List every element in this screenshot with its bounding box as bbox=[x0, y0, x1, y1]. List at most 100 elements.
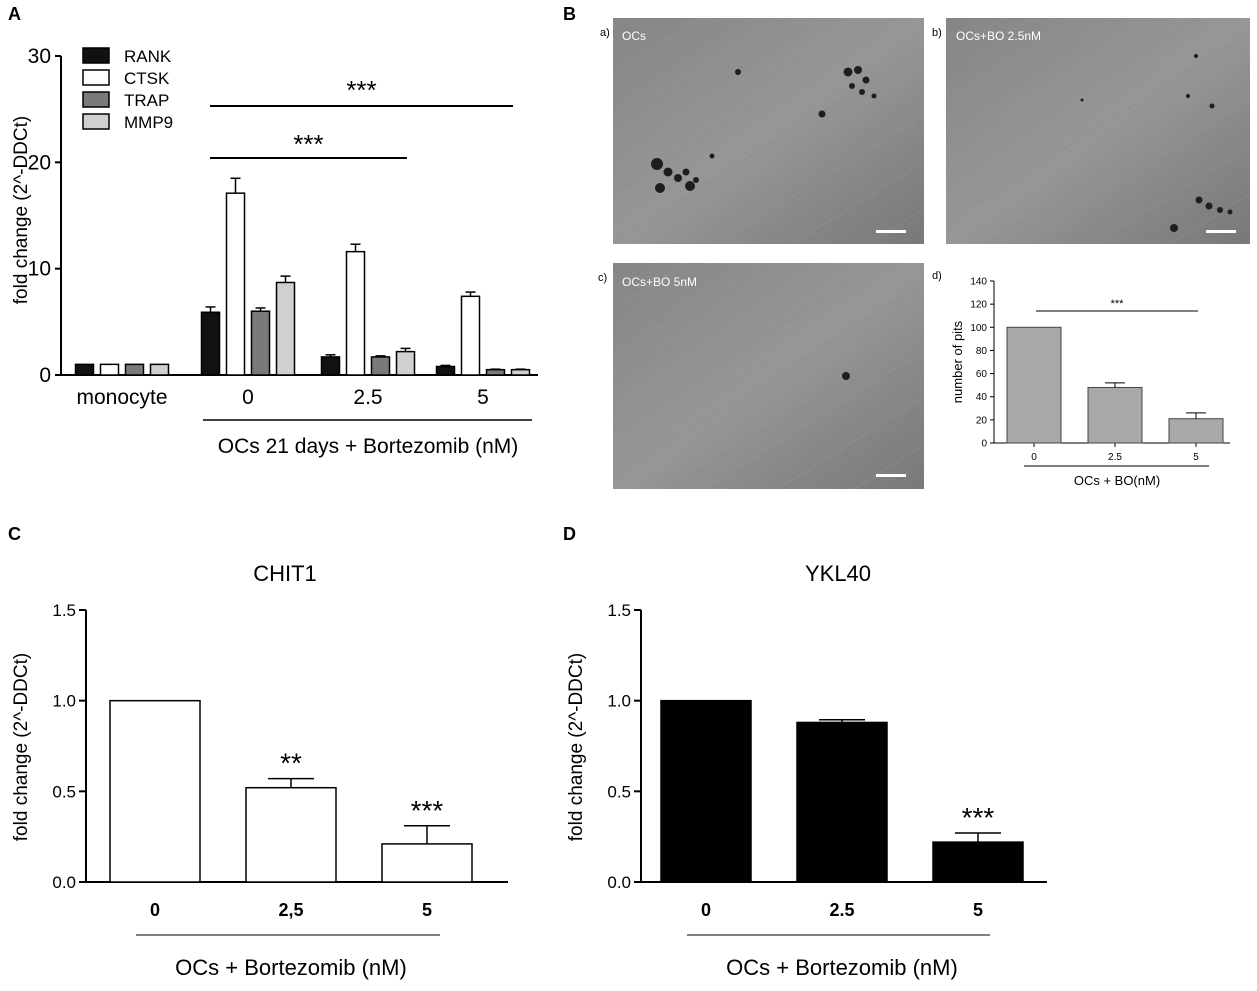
micrograph-b: b) OCs+BO 2.5nM bbox=[932, 18, 1250, 244]
scale-bar bbox=[1206, 230, 1236, 233]
y-tick-label: 0.5 bbox=[52, 782, 76, 801]
legend-label: CTSK bbox=[124, 69, 170, 88]
bar bbox=[109, 699, 201, 883]
chart-pits-bars bbox=[1006, 326, 1224, 444]
chart-a-xlabel: OCs 21 days + Bortezomib (nM) bbox=[218, 435, 519, 458]
chart-chit1: CHIT1 fold change (2^-DDCt) 0.0 0.5 1.0 1.5… bbox=[11, 561, 508, 980]
x-tick-label: 5 bbox=[973, 900, 983, 920]
bar-rank bbox=[200, 311, 221, 376]
resorption-pits bbox=[842, 372, 850, 380]
y-tick-label: 0.5 bbox=[607, 782, 631, 801]
legend-swatch bbox=[82, 47, 110, 64]
chart-a-bars bbox=[74, 177, 531, 376]
bar-ctsk bbox=[99, 363, 120, 376]
panel-label-a: A bbox=[8, 4, 21, 24]
micrograph-b-letter: b) bbox=[932, 27, 942, 39]
significance-label: *** bbox=[962, 802, 995, 833]
chart-pits-xlabel: OCs + BO(nM) bbox=[1074, 473, 1160, 488]
chart-a-ylabel: fold change (2^-DDCt) bbox=[11, 116, 32, 304]
chart-chit1-title: CHIT1 bbox=[253, 561, 317, 586]
chart-a-significance: *** *** bbox=[210, 75, 513, 159]
micrograph-c-letter: c) bbox=[598, 272, 607, 284]
chart-chit1-ylabel: fold change (2^-DDCt) bbox=[11, 653, 32, 841]
resorption-pits bbox=[1080, 54, 1233, 232]
panel-label-d: D bbox=[563, 524, 576, 544]
scale-bar bbox=[876, 230, 906, 233]
bar-rank bbox=[74, 363, 95, 376]
chart-a-axes: 0 10 20 30 monocyte 0 2.5 5 bbox=[28, 45, 538, 409]
chart-ykl40: YKL40 fold change (2^-DDCt) 0.0 0.5 1.0 1.5… bbox=[566, 561, 1047, 980]
y-tick-label: 1.5 bbox=[52, 601, 76, 620]
significance-label: *** bbox=[346, 75, 376, 105]
bar-mmp9 bbox=[149, 363, 170, 376]
y-tick-label: 60 bbox=[976, 369, 988, 380]
bar-rank bbox=[320, 356, 341, 376]
bar bbox=[796, 721, 888, 883]
bar-rank bbox=[435, 365, 456, 376]
y-tick-label: 1.0 bbox=[607, 692, 631, 711]
significance-label: *** bbox=[411, 795, 444, 826]
y-tick-label: 10 bbox=[28, 258, 51, 281]
legend-swatch bbox=[82, 113, 110, 130]
chart-ykl40-title: YKL40 bbox=[805, 561, 871, 586]
y-tick-label: 80 bbox=[976, 346, 988, 357]
chart-ykl40-bars: *** bbox=[660, 699, 1024, 883]
bar-ctsk bbox=[345, 250, 366, 376]
micrograph-a-letter: a) bbox=[600, 27, 610, 39]
y-tick-label: 120 bbox=[970, 300, 987, 311]
significance-label: *** bbox=[1111, 298, 1125, 310]
y-tick-label: 0.0 bbox=[607, 873, 631, 892]
bar-mmp9 bbox=[395, 350, 416, 376]
bar-pits bbox=[1006, 326, 1062, 444]
x-tick-label: 2,5 bbox=[278, 900, 303, 920]
bar-pits bbox=[1168, 418, 1224, 444]
legend-label: RANK bbox=[124, 47, 172, 66]
bar bbox=[660, 699, 752, 883]
x-tick-label: 2.5 bbox=[829, 900, 854, 920]
resorption-pits bbox=[651, 66, 877, 193]
chart-chit1-bars: ***** bbox=[109, 699, 473, 883]
micrograph-b-label: OCs+BO 2.5nM bbox=[956, 29, 1041, 43]
panel-label-b: B bbox=[563, 4, 576, 24]
micrograph-a-label: OCs bbox=[622, 29, 646, 43]
x-tick-label: 5 bbox=[477, 386, 489, 409]
legend-label: MMP9 bbox=[124, 113, 173, 132]
panel-label-c: C bbox=[8, 524, 21, 544]
chart-pits-significance: *** bbox=[1036, 298, 1198, 312]
x-tick-label: 0 bbox=[1031, 452, 1037, 463]
bar-trap bbox=[370, 356, 391, 376]
micrograph-a: a) OCs bbox=[600, 18, 924, 244]
bar-mmp9 bbox=[510, 368, 531, 376]
chart-ykl40-ylabel: fold change (2^-DDCt) bbox=[566, 653, 587, 841]
y-tick-label: 1.0 bbox=[52, 692, 76, 711]
y-tick-label: 100 bbox=[970, 323, 987, 334]
significance-label: *** bbox=[293, 129, 323, 159]
x-tick-label: 0 bbox=[701, 900, 711, 920]
y-tick-label: 20 bbox=[976, 415, 988, 426]
chart-chit1-xlabel: OCs + Bortezomib (nM) bbox=[175, 955, 407, 980]
bar bbox=[245, 786, 337, 883]
chart-a-legend: RANK CTSK TRAP MMP9 bbox=[82, 47, 173, 132]
significance-label: ** bbox=[280, 748, 302, 779]
y-tick-label: 0 bbox=[39, 364, 51, 387]
scale-bar bbox=[876, 474, 906, 477]
y-tick-label: 140 bbox=[970, 277, 987, 288]
y-tick-label: 0.0 bbox=[52, 873, 76, 892]
y-tick-label: 20 bbox=[28, 151, 51, 174]
bar-ctsk bbox=[225, 192, 246, 376]
legend-swatch bbox=[82, 91, 110, 108]
chart-ykl40-xlabel: OCs + Bortezomib (nM) bbox=[726, 955, 958, 980]
bar-mmp9 bbox=[275, 281, 296, 376]
bar-ctsk bbox=[460, 295, 481, 376]
y-tick-label: 0 bbox=[981, 439, 987, 450]
chart-pits-ylabel: number of pits bbox=[950, 320, 965, 403]
micrograph-c: c) OCs+BO 5nM bbox=[598, 263, 924, 489]
bar-trap bbox=[250, 310, 271, 376]
bar bbox=[932, 841, 1024, 883]
x-tick-label: monocyte bbox=[76, 386, 167, 409]
x-tick-label: 2.5 bbox=[1108, 452, 1122, 463]
chart-a: fold change (2^-DDCt) 0 10 20 30 monocyte 0 2.… bbox=[11, 45, 538, 458]
x-tick-label: 0 bbox=[242, 386, 254, 409]
y-tick-label: 1.5 bbox=[607, 601, 631, 620]
